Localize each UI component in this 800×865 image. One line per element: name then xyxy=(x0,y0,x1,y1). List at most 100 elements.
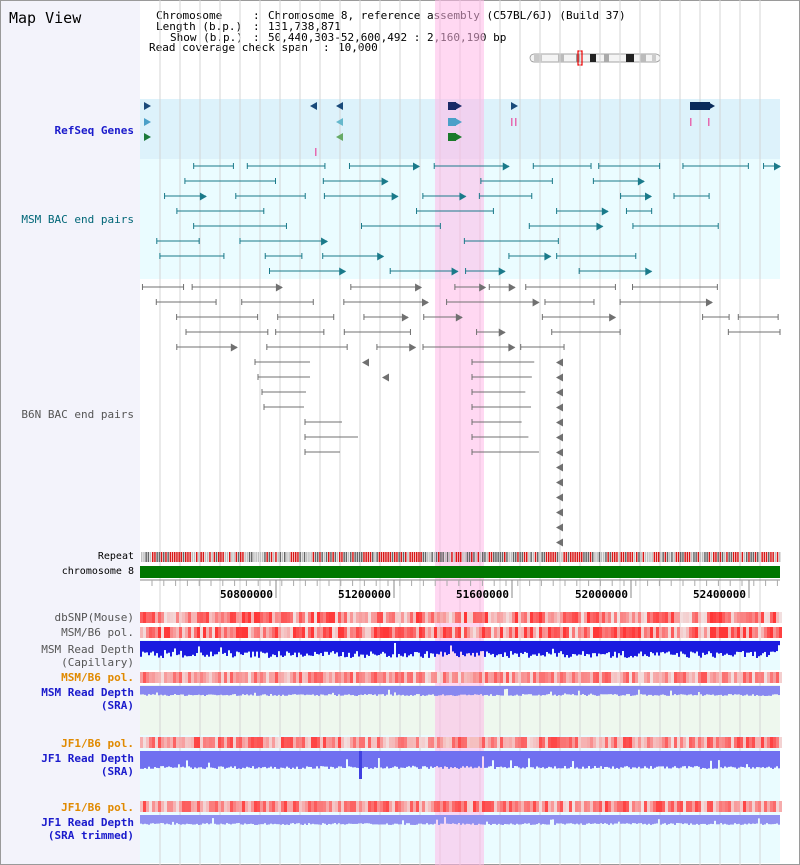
repeat-mark xyxy=(350,552,352,562)
jf1-trim-depth-bar xyxy=(296,815,298,824)
msm-pol-sra-strip xyxy=(704,672,707,683)
gene-marker[interactable] xyxy=(310,102,317,110)
gene-marker[interactable] xyxy=(144,102,151,110)
track-label-msm-depth-cap[interactable]: MSM Read Depth xyxy=(41,643,134,656)
repeat-mark xyxy=(383,552,385,562)
msm-pol-strip xyxy=(245,627,248,638)
gene-tick[interactable] xyxy=(511,118,513,126)
track-label-msm-bac[interactable]: MSM BAC end pairs xyxy=(21,213,134,226)
jf1-pol-trim-strip xyxy=(569,801,572,812)
gene-marker[interactable] xyxy=(455,133,462,141)
jf1-trim-depth-bar xyxy=(532,815,534,825)
track-label-refseq[interactable]: RefSeq Genes xyxy=(54,124,134,137)
msm-pol-strip xyxy=(656,627,659,638)
dbsnp-strip xyxy=(518,612,521,623)
gene-block[interactable] xyxy=(448,118,456,126)
track-label-jf1-pol-trim[interactable]: JF1/B6 pol. xyxy=(61,801,134,814)
gene-marker[interactable] xyxy=(511,102,518,110)
repeat-mark xyxy=(191,552,194,562)
gene-marker[interactable] xyxy=(455,102,462,110)
track-label-msm-pol[interactable]: MSM/B6 pol. xyxy=(61,626,134,639)
jf1-trim-depth-bar xyxy=(604,815,606,824)
repeat-mark xyxy=(418,552,420,562)
repeat-mark xyxy=(627,552,629,562)
msm-depth-sra-bar xyxy=(578,686,580,691)
jf1-depth-bar xyxy=(564,751,566,767)
repeat-mark xyxy=(508,552,510,562)
msm-depth-sra-bar xyxy=(612,686,614,695)
track-label-msm-pol-sra[interactable]: MSM/B6 pol. xyxy=(61,671,134,684)
chromosome-ideogram[interactable] xyxy=(529,50,661,66)
jf1-pol-trim-strip xyxy=(296,801,299,812)
msm-depth-sra-bar xyxy=(330,686,332,695)
msm-depth-sra-bar xyxy=(730,686,732,695)
msm-depth-sra-bar xyxy=(660,686,662,695)
msm-pol-strip xyxy=(497,627,500,638)
msm-pol-sra-strip xyxy=(623,672,626,683)
msm-pol-sra-strip xyxy=(344,672,347,683)
msm-depth-cap-bar xyxy=(688,641,690,658)
jf1-pol-trim-strip xyxy=(659,801,662,812)
dbsnp-strip xyxy=(482,612,485,623)
gene-marker[interactable] xyxy=(144,133,151,141)
msm-pol-strip xyxy=(428,627,431,638)
jf1-pol-trim-strip xyxy=(374,801,377,812)
track-label-jf1-trim[interactable]: JF1 Read Depth xyxy=(41,816,134,829)
track-label-repeat[interactable]: Repeat xyxy=(97,551,134,562)
gene-marker[interactable] xyxy=(336,118,343,126)
track-label-msm-depth-sra[interactable]: MSM Read Depth xyxy=(41,686,134,699)
gene-tick[interactable] xyxy=(515,118,517,126)
jf1-trim-depth-bar xyxy=(544,815,546,825)
msm-bac-track[interactable] xyxy=(156,162,781,276)
gene-marker[interactable] xyxy=(336,102,343,110)
chromosome-bar[interactable] xyxy=(140,566,780,578)
dbsnp-strip xyxy=(584,612,587,623)
track-label-jf1-pol[interactable]: JF1/B6 pol. xyxy=(61,737,134,750)
refseq-gene-track[interactable] xyxy=(144,102,715,156)
gene-block[interactable] xyxy=(690,102,710,110)
jf1-pol-strip xyxy=(548,737,551,748)
repeat-mark xyxy=(409,552,411,562)
gene-block[interactable] xyxy=(448,133,456,141)
track-label-b6n-bac[interactable]: B6N BAC end pairs xyxy=(21,408,134,421)
msm-depth-cap-bar xyxy=(480,641,482,652)
msm-pol-sra-strip xyxy=(728,672,731,683)
dbsnp-strip xyxy=(692,612,695,623)
b6n-bac-track[interactable] xyxy=(141,283,781,547)
track-label-dbsnp[interactable]: dbSNP(Mouse) xyxy=(54,611,134,624)
jf1-depth-bar xyxy=(494,751,496,769)
gene-marker[interactable] xyxy=(336,133,343,141)
gene-tick[interactable] xyxy=(690,118,692,126)
msm-depth-sra-bar xyxy=(594,686,596,696)
gene-marker[interactable] xyxy=(455,118,462,126)
msm-depth-cap-bar xyxy=(362,641,364,655)
jf1-depth-bar xyxy=(298,751,300,769)
gene-tick[interactable] xyxy=(708,118,710,126)
track-label-jf1-depth[interactable]: JF1 Read Depth xyxy=(41,752,134,765)
repeat-track[interactable] xyxy=(141,552,781,562)
gene-block[interactable] xyxy=(448,102,456,110)
jf1-trim-depth-bar xyxy=(520,815,522,825)
jf1-trim-depth-bar xyxy=(376,815,378,825)
msm-depth-cap-bar xyxy=(498,641,500,655)
gene-marker[interactable] xyxy=(144,118,151,126)
jf1-trim-depth-bar xyxy=(450,815,452,825)
repeat-mark xyxy=(455,552,458,562)
jf1-pol-trim-strip xyxy=(533,801,536,812)
highlight-region[interactable] xyxy=(435,0,484,865)
dbsnp-strip xyxy=(668,612,671,623)
track-label-chromosome[interactable]: chromosome 8 xyxy=(61,566,134,577)
msm-depth-sra-bar xyxy=(316,686,318,696)
msm-depth-cap-bar xyxy=(518,641,520,657)
jf1-trim-depth-bar xyxy=(458,815,460,824)
read-depth-tracks[interactable] xyxy=(140,641,780,825)
variation-tracks[interactable] xyxy=(140,612,782,812)
gene-marker[interactable] xyxy=(708,102,715,110)
gene-tick[interactable] xyxy=(315,148,317,156)
jf1-pol-strip xyxy=(209,737,212,748)
repeat-mark xyxy=(468,552,471,562)
dbsnp-strip xyxy=(221,612,224,623)
dbsnp-strip xyxy=(317,612,320,623)
msm-pol-sra-strip xyxy=(593,672,596,683)
